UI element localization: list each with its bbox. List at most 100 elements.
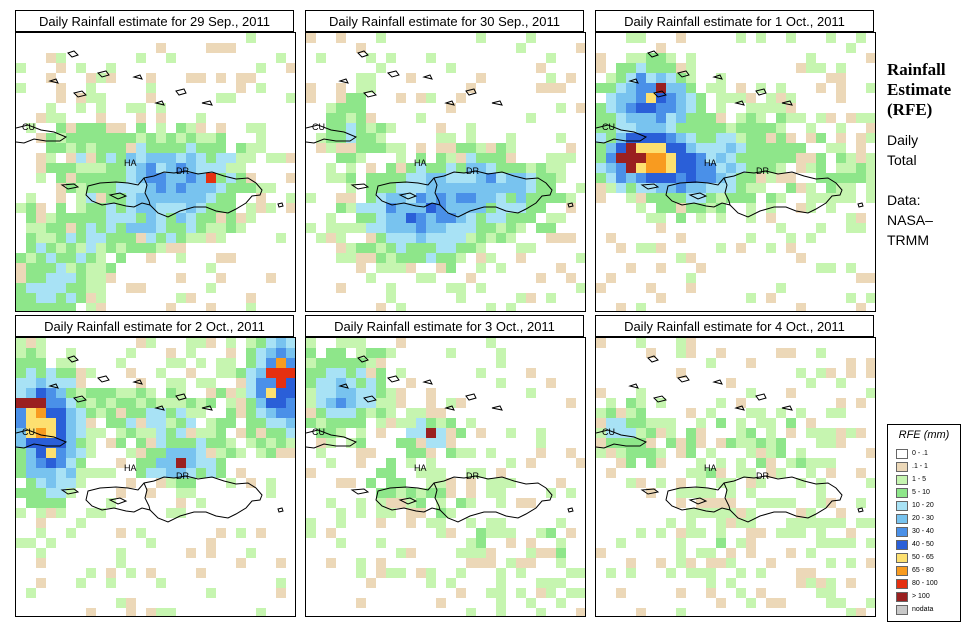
rainfall-cell (26, 428, 36, 438)
rainfall-cell (706, 548, 716, 558)
rainfall-cell (556, 548, 566, 558)
rainfall-cell (866, 293, 875, 303)
rainfall-cell (736, 508, 746, 518)
rainfall-cell (206, 43, 216, 53)
rainfall-cell (106, 143, 116, 153)
rainfall-cell (806, 63, 816, 73)
rainfall-cell (306, 388, 316, 398)
rainfall-cell (626, 173, 636, 183)
rainfall-cell (356, 438, 366, 448)
rainfall-cell (36, 253, 46, 263)
rainfall-cell (786, 458, 796, 468)
rainfall-cell (356, 368, 366, 378)
rainfall-cell (676, 103, 686, 113)
rainfall-cell (346, 153, 356, 163)
rainfall-cell (786, 498, 796, 508)
rainfall-cell (736, 458, 746, 468)
rainfall-cell (376, 143, 386, 153)
rainfall-cell (656, 53, 666, 63)
rainfall-cell (546, 378, 556, 388)
rainfall-cell (436, 508, 446, 518)
rainfall-cell (786, 418, 796, 428)
coastline (465, 393, 477, 401)
rainfall-cell (516, 253, 526, 263)
rainfall-cell (386, 498, 396, 508)
rainfall-cell (826, 538, 836, 548)
rainfall-cell (756, 33, 766, 43)
rainfall-cell (756, 418, 766, 428)
rainfall-cell (336, 283, 346, 293)
rainfall-cell (406, 428, 416, 438)
rainfall-cell (626, 163, 636, 173)
rainfall-cell (616, 103, 626, 113)
rainfall-cell (836, 173, 846, 183)
rainfall-cell (716, 478, 726, 488)
rainfall-cell (506, 303, 516, 311)
rainfall-cell (376, 263, 386, 273)
country-label: DR (176, 166, 189, 176)
rainfall-cell (386, 458, 396, 468)
rainfall-cell (146, 183, 156, 193)
rainfall-cell (206, 448, 216, 458)
rainfall-cell (636, 123, 646, 133)
rainfall-cell (856, 143, 866, 153)
rainfall-cell (116, 133, 126, 143)
rainfall-cell (276, 378, 286, 388)
rainfall-cell (846, 293, 856, 303)
rainfall-cell (796, 578, 806, 588)
rainfall-cell (746, 293, 756, 303)
rainfall-cell (26, 398, 36, 408)
rainfall-panel-3: Daily Rainfall estimate for 1 Oct., 2011… (595, 10, 876, 323)
rainfall-cell (96, 183, 106, 193)
rainfall-cell (76, 63, 86, 73)
coastline (306, 124, 358, 144)
coastline (16, 124, 68, 144)
rainfall-cell (66, 398, 76, 408)
rainfall-cell (806, 518, 816, 528)
rainfall-cell (416, 428, 426, 438)
rainfall-cell (216, 438, 226, 448)
legend-swatch (896, 592, 908, 602)
rainfall-cell (646, 448, 656, 458)
rainfall-cell (686, 153, 696, 163)
rainfall-cell (806, 548, 816, 558)
rainfall-cell (496, 348, 506, 358)
rainfall-cell (526, 558, 536, 568)
rainfall-cell (216, 193, 226, 203)
rainfall-cell (836, 63, 846, 73)
rainfall-cell (276, 368, 286, 378)
rainfall-cell (46, 283, 56, 293)
rainfall-cell (106, 123, 116, 133)
rainfall-cell (646, 133, 656, 143)
rainfall-cell (36, 428, 46, 438)
rainfall-cell (326, 408, 336, 418)
rainfall-cell (196, 193, 206, 203)
rainfall-cell (576, 568, 585, 578)
rainfall-cell (536, 63, 546, 73)
legend-swatch (896, 488, 908, 498)
rainfall-cell (866, 123, 875, 133)
rainfall-cell (106, 63, 116, 73)
rainfall-cell (256, 338, 266, 348)
source-line: TRMM (887, 232, 929, 248)
rainfall-cell (246, 438, 256, 448)
rainfall-cell (386, 173, 396, 183)
rainfall-cell (496, 608, 506, 616)
rainfall-cell (56, 253, 66, 263)
rainfall-cell (666, 193, 676, 203)
rainfall-cell (126, 418, 136, 428)
rainfall-cell (326, 558, 336, 568)
rainfall-cell (856, 518, 866, 528)
rainfall-cell (396, 478, 406, 488)
rainfall-cell (836, 598, 846, 608)
rainfall-cell (76, 378, 86, 388)
rainfall-cell (66, 428, 76, 438)
rainfall-cell (326, 388, 336, 398)
rainfall-cell (256, 378, 266, 388)
rainfall-cell (356, 498, 366, 508)
rainfall-cell (426, 478, 436, 488)
rainfall-cell (86, 133, 96, 143)
rainfall-cell (696, 113, 706, 123)
rainfall-cell (286, 93, 295, 103)
rainfall-cell (346, 193, 356, 203)
